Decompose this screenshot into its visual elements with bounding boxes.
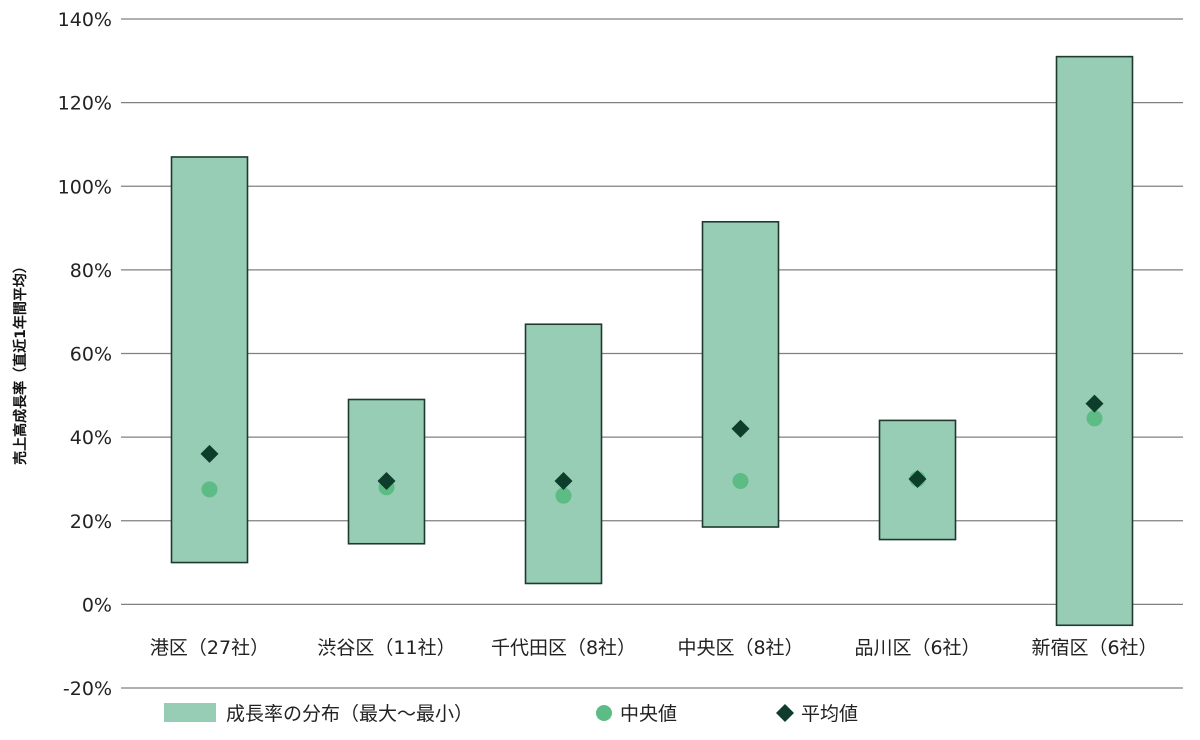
legend-range-swatch bbox=[164, 703, 216, 722]
range-bars bbox=[170, 55, 1134, 627]
y-tick-label: 60% bbox=[70, 344, 112, 366]
y-tick-labels: -20% 0% 20% 40% 60% 80% 100% 120% 140% bbox=[58, 9, 112, 700]
mean-point bbox=[200, 444, 219, 463]
range-bar bbox=[1055, 55, 1134, 627]
legend-mean-label: 平均値 bbox=[801, 703, 858, 725]
category-label: 中央区（8社） bbox=[677, 637, 803, 659]
median-point bbox=[201, 481, 218, 498]
y-tick-label: 80% bbox=[70, 260, 112, 282]
legend-range-label: 成長率の分布（最大〜最小） bbox=[226, 703, 473, 725]
y-tick-label: 40% bbox=[70, 427, 112, 449]
y-tick-label: 20% bbox=[70, 511, 112, 533]
mean-point bbox=[554, 472, 573, 491]
category-label: 渋谷区（11社） bbox=[317, 637, 455, 659]
y-tick-label: 120% bbox=[58, 93, 112, 115]
category-labels: 港区（27社） 渋谷区（11社） 千代田区（8社） 中央区（8社） 品川区（6社） 新宿区… bbox=[150, 637, 1158, 659]
median-point bbox=[732, 473, 749, 490]
median-point bbox=[1086, 410, 1103, 427]
range-bar bbox=[524, 323, 603, 585]
y-tick-label: -20% bbox=[63, 678, 112, 700]
grid-lines bbox=[121, 18, 1183, 689]
category-label: 新宿区（6社） bbox=[1031, 637, 1157, 659]
y-axis-label: 売上高成長率（直近1年間平均） bbox=[12, 259, 29, 465]
range-bar bbox=[347, 398, 426, 545]
median-point bbox=[555, 487, 572, 504]
mean-point bbox=[1085, 394, 1104, 413]
legend: 成長率の分布（最大〜最小） 中央値 平均値 bbox=[164, 703, 858, 725]
category-label: 品川区（6社） bbox=[854, 637, 980, 659]
mean-point bbox=[908, 469, 927, 488]
range-bar bbox=[170, 156, 249, 564]
y-tick-label: 100% bbox=[58, 176, 112, 198]
legend-mean-marker bbox=[776, 704, 794, 722]
mean-point bbox=[731, 419, 750, 438]
category-label: 港区（27社） bbox=[150, 637, 269, 659]
legend-median-marker bbox=[596, 705, 612, 721]
category-label: 千代田区（8社） bbox=[491, 637, 636, 659]
legend-median-label: 中央値 bbox=[620, 703, 677, 725]
y-tick-label: 0% bbox=[82, 594, 112, 616]
mean-point bbox=[377, 472, 396, 491]
y-tick-label: 140% bbox=[58, 9, 112, 31]
markers bbox=[200, 394, 1104, 504]
